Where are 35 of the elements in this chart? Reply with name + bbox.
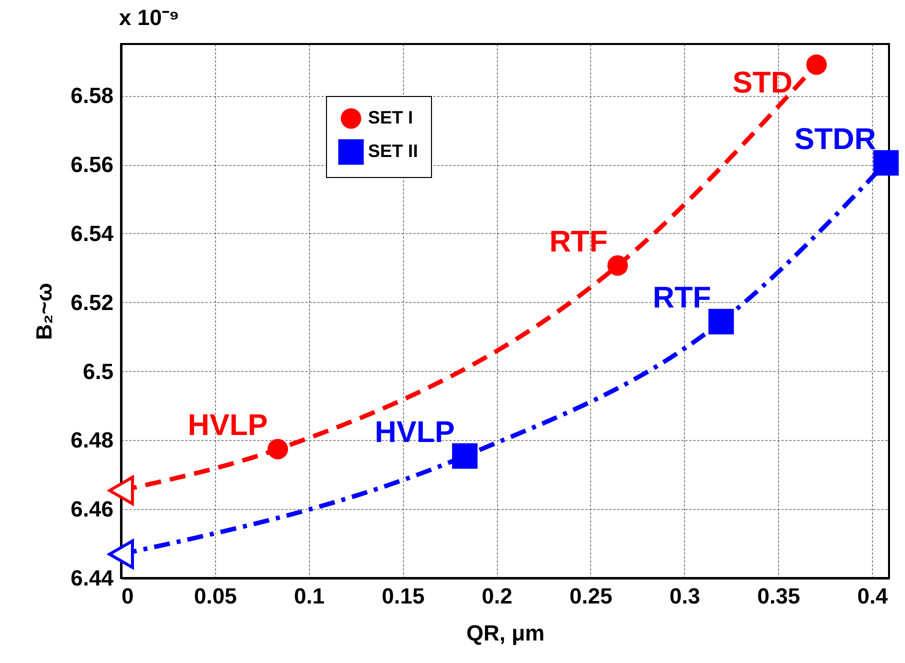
x-tick-label: 0 [122, 584, 134, 608]
point [806, 54, 827, 75]
y-tick-label: 6.5 [82, 358, 114, 384]
point [708, 308, 734, 334]
y-tick-label: 6.44 [70, 566, 114, 590]
x-tick-label: 0.35 [757, 584, 800, 608]
y-tick-label: 6.52 [70, 290, 114, 315]
x-tick-label: 0.2 [482, 584, 512, 608]
x-tick-label: 0.05 [194, 584, 237, 608]
annotation: RTF [652, 282, 712, 315]
point [108, 540, 134, 569]
y-tick-label: 6.58 [70, 83, 114, 108]
legend-label: SET II [368, 141, 418, 161]
y-tick-label: 6.54 [70, 220, 114, 246]
annotation: RTF [549, 226, 608, 259]
y-tick-label: 6.46 [70, 496, 114, 522]
y-tick-label: 6.48 [70, 428, 114, 453]
x-tick-label: 0.1 [294, 584, 325, 608]
point [873, 150, 899, 176]
annotation: STD [732, 66, 793, 100]
point [607, 255, 628, 276]
annotation: STDR [794, 122, 876, 156]
x-axis-title: QR, μm [466, 620, 545, 646]
text: x 10⁻⁹ [119, 5, 180, 30]
y-tick-label: 6.56 [70, 152, 114, 178]
x-tick-label: 0.3 [670, 584, 700, 608]
x-tick-label: 0.25 [570, 584, 612, 608]
point [268, 438, 288, 460]
annotation: HVLP [188, 409, 268, 442]
x-tick-label: 0.4 [857, 584, 889, 608]
x-tick-label: 0.15 [382, 584, 425, 608]
y-axis-title: B₂~ω [32, 282, 57, 340]
legend-label: SET I [368, 108, 414, 128]
point [452, 443, 478, 469]
annotation: HVLP [374, 416, 455, 450]
